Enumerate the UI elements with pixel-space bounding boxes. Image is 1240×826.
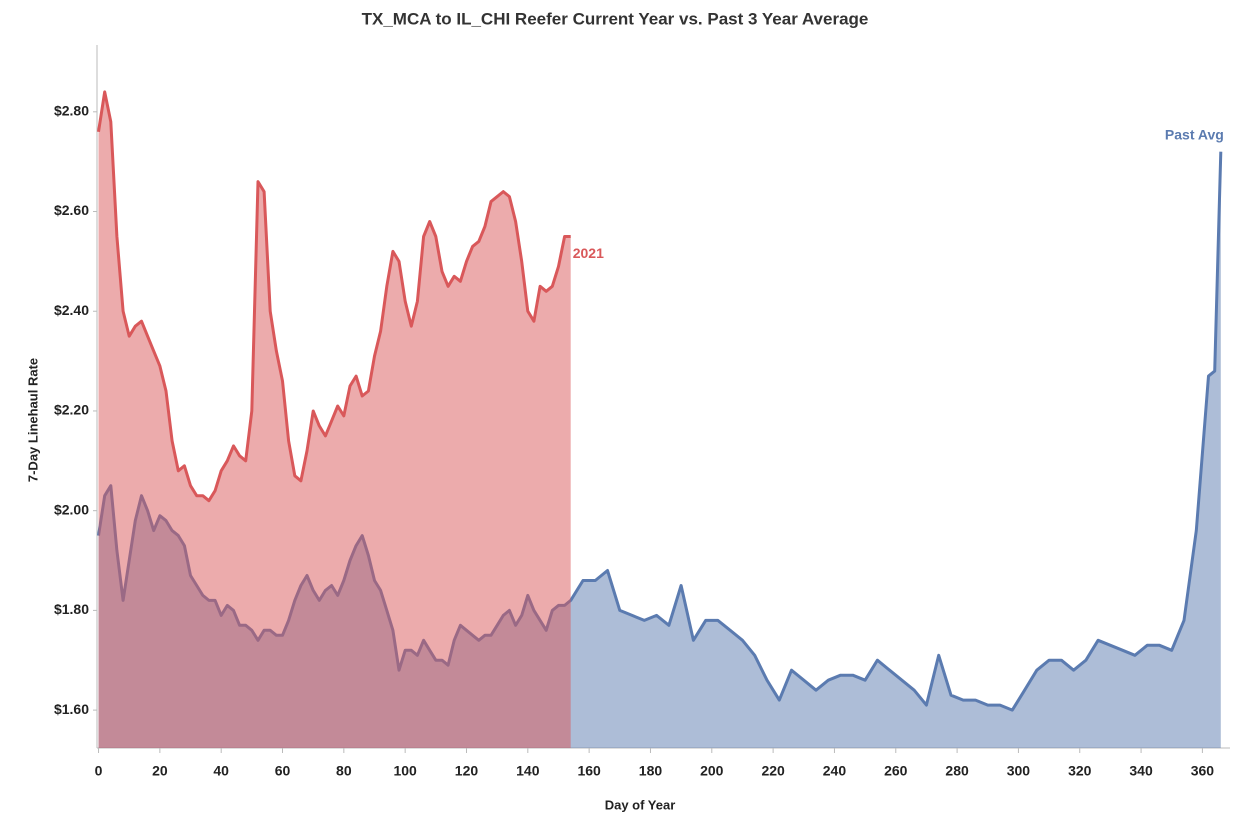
x-tick-label: 360 — [1191, 763, 1215, 779]
x-tick-label: 260 — [884, 763, 908, 779]
y-tick-label: $2.40 — [54, 302, 89, 318]
x-tick-label: 100 — [393, 763, 417, 779]
y-tick-label: $2.80 — [54, 103, 89, 119]
y-tick-label: $2.20 — [54, 402, 89, 418]
y-tick-label: $1.80 — [54, 601, 89, 617]
series-label: 2021 — [573, 245, 604, 261]
x-tick-label: 240 — [823, 763, 847, 779]
x-tick-label: 160 — [577, 763, 601, 779]
x-tick-label: 280 — [945, 763, 969, 779]
x-tick-label: 180 — [639, 763, 663, 779]
x-tick-label: 120 — [455, 763, 479, 779]
x-tick-label: 60 — [275, 763, 291, 779]
x-axis-label: Day of Year — [605, 797, 676, 812]
x-tick-label: 40 — [213, 763, 229, 779]
y-axis-label: 7-Day Linehaul Rate — [25, 358, 40, 482]
y-tick-label: $1.60 — [54, 701, 89, 717]
y-tick-label: $2.60 — [54, 202, 89, 218]
area-fill — [98, 91, 571, 748]
x-tick-label: 80 — [336, 763, 352, 779]
x-tick-label: 140 — [516, 763, 540, 779]
x-tick-label: 0 — [95, 763, 103, 779]
x-tick-label: 300 — [1007, 763, 1031, 779]
chart-title: TX_MCA to IL_CHI Reefer Current Year vs.… — [362, 9, 869, 28]
series-label: Past Avg — [1165, 126, 1224, 142]
x-tick-label: 320 — [1068, 763, 1092, 779]
x-tick-label: 200 — [700, 763, 724, 779]
y-tick-label: $2.00 — [54, 501, 89, 517]
x-tick-label: 220 — [761, 763, 785, 779]
x-tick-label: 20 — [152, 763, 168, 779]
area-line — [97, 90, 571, 503]
x-tick-label: 340 — [1129, 763, 1153, 779]
